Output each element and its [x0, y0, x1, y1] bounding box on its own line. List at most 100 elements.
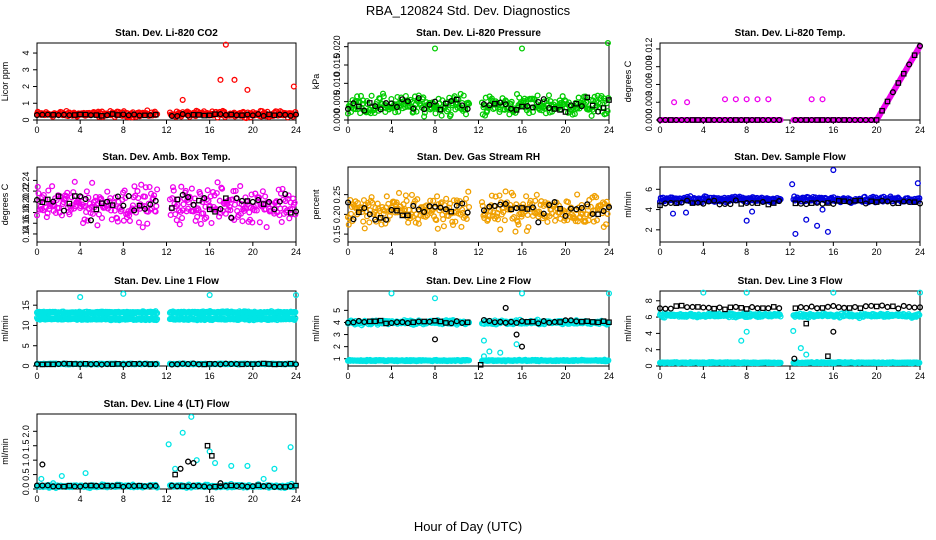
series-hourly: [344, 94, 612, 115]
data-point: [379, 90, 387, 97]
data-point: [497, 201, 504, 208]
data-point: [135, 194, 142, 202]
data-point: [366, 219, 373, 226]
data-point: [510, 214, 518, 221]
data-point: [244, 198, 251, 204]
data-point: [879, 107, 885, 114]
x-tick-label: 0: [34, 371, 39, 381]
data-point: [120, 290, 127, 297]
data-point: [478, 199, 486, 206]
x-tick-label: 8: [121, 247, 126, 257]
data-point: [684, 197, 691, 204]
data-point: [792, 305, 799, 312]
data-point: [120, 111, 127, 118]
data-point: [841, 304, 848, 311]
data-point: [179, 207, 186, 214]
data-point: [414, 196, 421, 203]
data-point: [271, 206, 278, 213]
data-point: [721, 96, 729, 103]
data-point: [911, 304, 918, 311]
data-point: [173, 217, 180, 224]
data-point: [814, 117, 820, 123]
data-point: [447, 111, 454, 118]
data-point: [392, 109, 399, 116]
x-tick-label: 20: [872, 247, 882, 257]
data-point: [200, 210, 207, 217]
data-point: [182, 187, 189, 194]
y-tick-label: 0.15: [332, 225, 342, 243]
data-point: [81, 216, 88, 223]
x-tick-label: 8: [432, 247, 437, 257]
data-point: [136, 112, 143, 119]
data-point: [244, 111, 251, 118]
data-point: [361, 205, 368, 212]
data-point: [98, 113, 105, 119]
data-point: [431, 336, 439, 343]
data-point: [657, 202, 663, 209]
data-point: [519, 205, 525, 211]
data-point: [873, 117, 880, 123]
data-point: [77, 361, 84, 368]
data-point: [201, 361, 208, 368]
data-point: [529, 104, 536, 111]
data-point: [906, 303, 913, 311]
data-point: [862, 303, 869, 310]
data-point: [244, 86, 251, 93]
data-point: [453, 96, 460, 103]
data-point: [131, 111, 138, 118]
data-point: [203, 214, 210, 221]
data-point: [459, 200, 466, 207]
data-point: [107, 207, 115, 214]
data-point: [185, 112, 192, 119]
x-tick-label: 24: [604, 125, 614, 135]
x-tick-label: 4: [389, 247, 394, 257]
data-point: [480, 101, 487, 108]
x-tick-label: 8: [744, 125, 749, 135]
data-point: [705, 304, 712, 311]
y-tick-label: 4: [21, 51, 31, 56]
data-point: [682, 209, 690, 216]
data-point: [895, 80, 902, 86]
data-point: [185, 194, 192, 201]
data-point: [83, 188, 90, 195]
data-point: [378, 221, 385, 228]
data-point: [33, 212, 41, 219]
y-tick-label: 0.005: [332, 90, 342, 113]
y-tick-label: 0.006: [644, 73, 654, 96]
data-point: [260, 112, 267, 119]
data-point: [233, 360, 240, 368]
data-point: [368, 194, 375, 201]
data-point: [356, 209, 362, 216]
data-point: [491, 202, 498, 210]
data-point: [803, 117, 810, 123]
data-point: [532, 197, 539, 204]
data-point: [512, 228, 519, 235]
data-point: [175, 207, 183, 214]
data-point: [44, 111, 51, 118]
data-point: [266, 361, 272, 367]
data-point: [835, 198, 842, 204]
data-point: [39, 361, 46, 368]
data-point: [169, 205, 175, 211]
data-point: [895, 305, 902, 312]
data-point: [524, 102, 531, 110]
y-tick-label: 0: [644, 363, 654, 368]
x-tick-label: 16: [828, 247, 838, 257]
data-point: [33, 196, 41, 203]
data-point: [104, 112, 111, 119]
data-point: [125, 361, 132, 368]
data-point: [89, 210, 96, 217]
data-point: [131, 207, 138, 214]
data-point: [514, 218, 521, 225]
panel-title: Stan. Dev. Li-820 Pressure: [416, 28, 541, 39]
data-point: [399, 96, 406, 103]
data-point: [803, 216, 810, 223]
data-point: [900, 302, 907, 310]
plot-frame: [36, 290, 297, 367]
y-axis-label: ml/min: [0, 315, 10, 342]
data-point: [179, 191, 186, 198]
data-point: [551, 199, 558, 206]
data-point: [372, 103, 379, 110]
data-point: [248, 191, 255, 198]
data-point: [431, 295, 439, 302]
